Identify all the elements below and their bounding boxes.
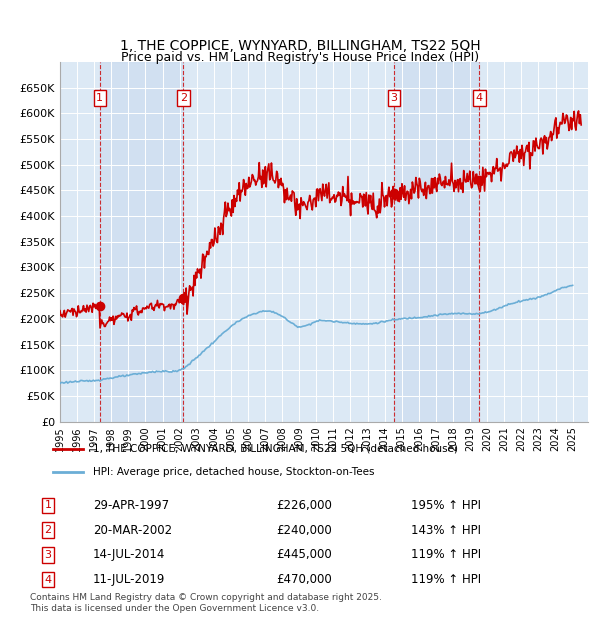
Text: £470,000: £470,000 [276, 574, 332, 586]
Text: 1: 1 [44, 500, 52, 510]
Text: 11-JUL-2019: 11-JUL-2019 [93, 574, 166, 586]
Bar [394, 62, 479, 422]
Text: 3: 3 [391, 93, 397, 103]
Text: Contains HM Land Registry data © Crown copyright and database right 2025.
This d: Contains HM Land Registry data © Crown c… [30, 593, 382, 613]
Bar [100, 62, 184, 422]
Text: Price paid vs. HM Land Registry's House Price Index (HPI): Price paid vs. HM Land Registry's House … [121, 51, 479, 64]
Text: 20-MAR-2002: 20-MAR-2002 [93, 524, 172, 536]
Text: 143% ↑ HPI: 143% ↑ HPI [411, 524, 481, 536]
Text: £445,000: £445,000 [276, 549, 332, 561]
Text: 119% ↑ HPI: 119% ↑ HPI [411, 574, 481, 586]
Text: 1, THE COPPICE, WYNYARD, BILLINGHAM, TS22 5QH: 1, THE COPPICE, WYNYARD, BILLINGHAM, TS2… [119, 40, 481, 53]
Text: £226,000: £226,000 [276, 499, 332, 511]
Text: 2: 2 [180, 93, 187, 103]
Text: HPI: Average price, detached house, Stockton-on-Tees: HPI: Average price, detached house, Stoc… [94, 467, 375, 477]
Text: 195% ↑ HPI: 195% ↑ HPI [411, 499, 481, 511]
Text: 119% ↑ HPI: 119% ↑ HPI [411, 549, 481, 561]
Text: 4: 4 [44, 575, 52, 585]
Text: 2: 2 [44, 525, 52, 535]
Text: 1, THE COPPICE, WYNYARD, BILLINGHAM, TS22 5QH (detached house): 1, THE COPPICE, WYNYARD, BILLINGHAM, TS2… [94, 444, 458, 454]
Text: 1: 1 [97, 93, 103, 103]
Text: 14-JUL-2014: 14-JUL-2014 [93, 549, 166, 561]
Text: 3: 3 [44, 550, 52, 560]
Text: £240,000: £240,000 [276, 524, 332, 536]
Text: 4: 4 [476, 93, 483, 103]
Text: 29-APR-1997: 29-APR-1997 [93, 499, 169, 511]
